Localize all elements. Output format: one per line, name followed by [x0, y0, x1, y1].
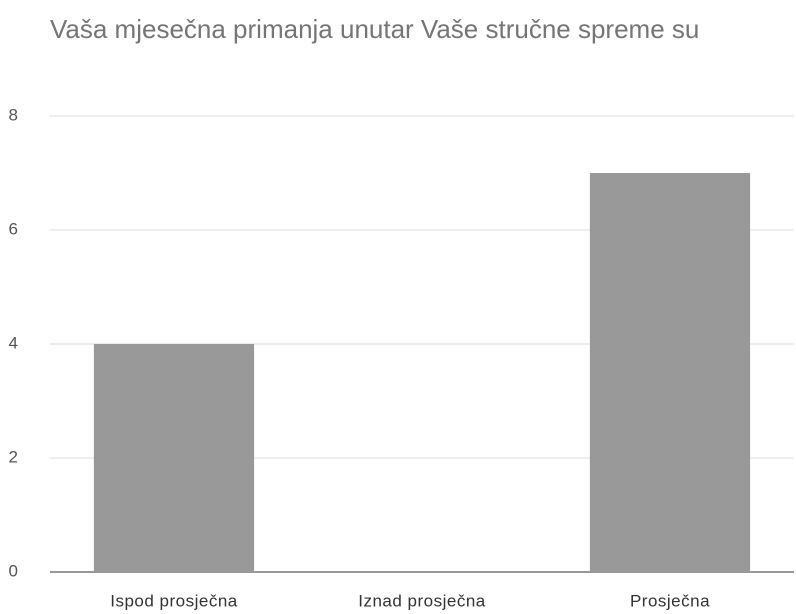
x-tick-label: Iznad prosječna	[358, 591, 486, 610]
x-tick-label: Prosječna	[630, 591, 710, 610]
x-tick-label: Ispod prosječna	[110, 591, 238, 610]
y-tick-label: 8	[9, 105, 18, 124]
y-tick-label: 4	[9, 333, 18, 352]
y-tick-label: 2	[9, 447, 18, 466]
bar	[589, 173, 751, 572]
y-tick-label: 6	[9, 219, 18, 238]
y-tick-label: 0	[9, 561, 18, 580]
chart-title: Vaša mjesečna primanja unutar Vaše struč…	[50, 14, 700, 44]
bar	[93, 344, 255, 572]
